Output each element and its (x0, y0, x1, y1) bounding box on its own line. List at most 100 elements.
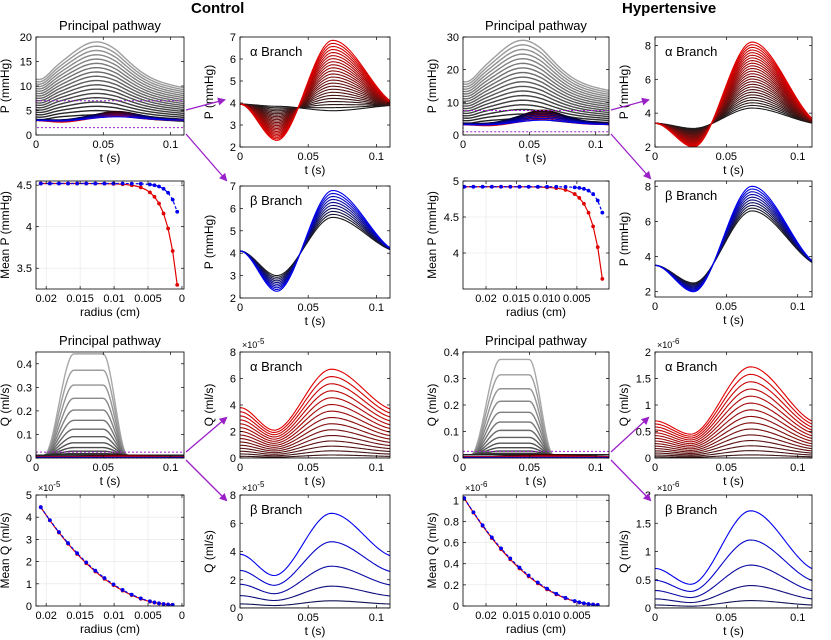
series-line (240, 383, 390, 436)
series-line (36, 41, 184, 89)
series-line (240, 88, 390, 118)
mean-point (170, 602, 175, 606)
mean-point (84, 560, 89, 565)
plot-area (463, 495, 609, 607)
chart-title: β Branch (250, 193, 302, 208)
chart-title: β Branch (665, 502, 717, 517)
series-line (36, 101, 184, 117)
x-tick-label: 0.02 (35, 610, 56, 622)
y-tick-label: 6 (645, 216, 651, 228)
y-tick-label: 0.4 (444, 559, 459, 571)
series-line (36, 66, 184, 101)
chart-title: α Branch (665, 359, 717, 374)
x-axis-label: radius (cm) (80, 305, 140, 319)
series-line (463, 119, 609, 126)
y-tick-label: 0 (26, 601, 32, 613)
axes-frame (35, 180, 185, 290)
series-line (240, 201, 390, 285)
mean-point (572, 185, 577, 190)
y-tick-label: 1.5 (636, 374, 651, 386)
y-tick-label: 20 (20, 32, 32, 44)
series-line (655, 445, 812, 456)
y-tick-label: 1 (645, 400, 651, 412)
y-tick-label: 3 (230, 271, 236, 283)
x-axis-label: t (s) (723, 163, 744, 177)
mean-point (489, 184, 494, 189)
series-line (240, 204, 390, 284)
series-group (240, 368, 390, 458)
mean-point (120, 181, 125, 186)
series-line (36, 71, 184, 103)
mean-point (161, 211, 166, 216)
mean-point (508, 556, 513, 561)
series-line (240, 565, 390, 595)
x-tick-label: 0 (237, 302, 243, 314)
x-tick-label: 0.1 (790, 151, 805, 163)
mean-point (545, 586, 549, 591)
y-tick-label: 0.4 (17, 359, 32, 371)
x-tick-label: 0.05 (716, 612, 737, 624)
mean-point (526, 573, 531, 578)
chart-h-pp-q: 0 0.05 0.1 0 0.1 0.2 0.3 0.4 t (s) Q (ml/s) Princi… (425, 333, 610, 488)
mean-point (57, 530, 61, 534)
mean-series-line (40, 182, 178, 285)
mean-point (75, 551, 80, 556)
series-line (36, 62, 184, 99)
chart-c-alpha-p: 0 0.05 0.1 2 3 4 5 6 7 t (s) P (mmHg) α Branch (202, 32, 391, 177)
series-line (463, 99, 609, 118)
x-axis-label: t (s) (100, 474, 121, 488)
chart-h-beta-p: 0 0.05 0.1 2 4 6 8 t (s) P (mmHg) β Branch (617, 180, 813, 327)
series-group (38, 0, 179, 606)
y-tick-label: 4 (453, 248, 459, 260)
y-tick-label: 5 (26, 106, 32, 118)
series-line (463, 53, 609, 98)
mean-point (175, 0, 179, 2)
x-tick-label: 0 (460, 139, 466, 151)
mean-point (129, 592, 134, 597)
mean-point (120, 588, 125, 592)
mean-point (148, 182, 152, 187)
mean-point (66, 181, 70, 186)
x-tick-label: 0.05 (716, 151, 737, 163)
chart-h-mean-p: 0.02 0.015 0.010 0.005 4 4.5 5 radius (cm) Mean … (425, 176, 610, 319)
series-line (655, 196, 812, 289)
y-tick-label: 4 (230, 98, 236, 110)
hypertensive-column-title: Hypertensive (622, 0, 717, 17)
zoom-arrow (185, 133, 228, 182)
series-line (655, 454, 812, 458)
chart-title: α Branch (250, 44, 302, 59)
mean-point (75, 181, 80, 186)
chart-title: Principal pathway (485, 18, 587, 33)
y-tick-label: 2 (645, 287, 651, 299)
mean-point (577, 600, 582, 605)
series-line (240, 103, 390, 109)
mean-point (161, 186, 166, 191)
mean-point (471, 184, 476, 189)
mean-point (166, 226, 171, 231)
mean-point (152, 600, 157, 605)
y-tick-label: 3.5 (17, 263, 32, 275)
series-group (240, 39, 390, 141)
x-tick-label: 0 (652, 462, 658, 474)
series-line (240, 434, 390, 452)
series-line (463, 44, 609, 94)
series-line (655, 207, 812, 285)
axes-frame (462, 494, 610, 607)
y-tick-label: 0 (230, 603, 236, 615)
series-line (240, 42, 390, 140)
series-line (655, 210, 812, 284)
y-exponent: ×10-5 (38, 480, 61, 493)
series-line (240, 541, 390, 586)
mean-point (93, 568, 98, 573)
mean-point (138, 181, 143, 186)
y-tick-label: 4 (26, 512, 32, 524)
mean-point (595, 245, 600, 250)
mean-point (591, 192, 596, 196)
y-tick-label: 4 (230, 547, 236, 559)
mean-point (157, 601, 161, 606)
y-tick-label: 0 (453, 601, 459, 613)
y-exponent-power: -6 (672, 337, 680, 346)
zoom-arrow (610, 459, 652, 502)
series-line (240, 79, 390, 122)
